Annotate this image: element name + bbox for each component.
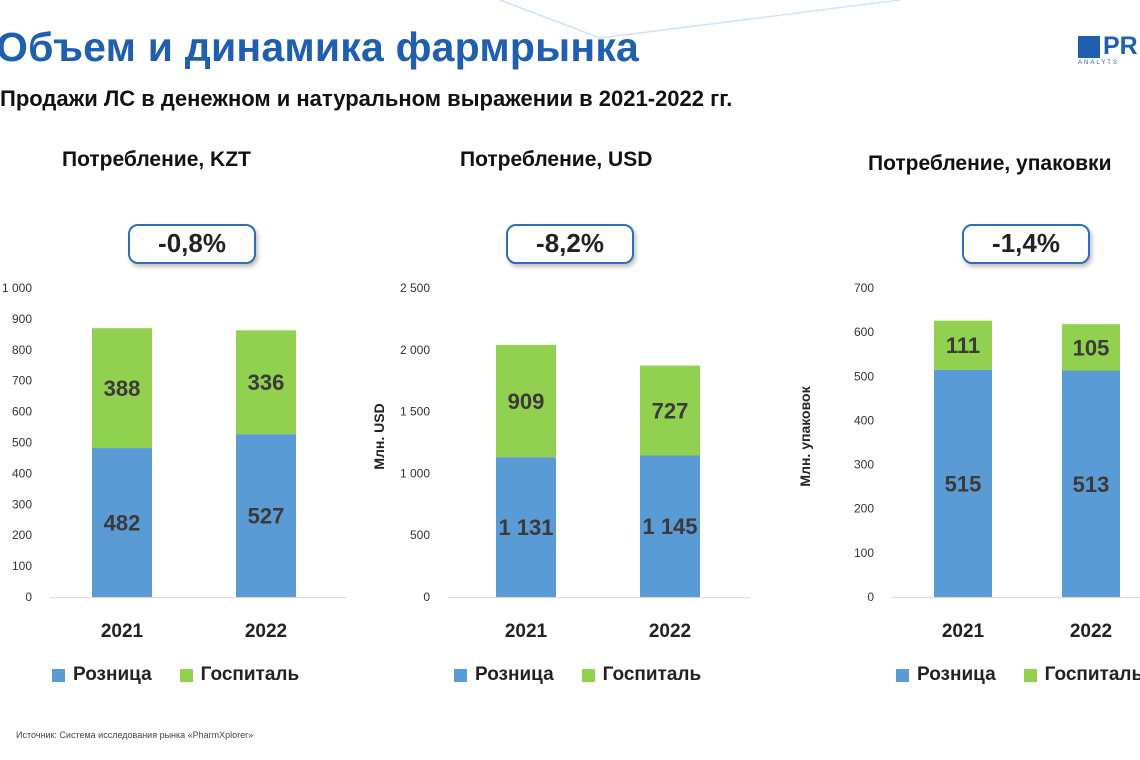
chart-panel-kzt: Потребление, KZT -0,8% 0 100 200 300 400 500 6…: [0, 0, 380, 700]
y-tick-label: 200: [12, 528, 32, 542]
chart-kzt: 0 100 200 300 400 500 600 700 800 900 1 000 482 388 2…: [2, 281, 346, 642]
page-title: Объем и динамика фармрынка: [0, 24, 640, 70]
y-tick-label: 800: [12, 343, 32, 357]
legend-item-hospital: Госпиталь: [581, 664, 702, 686]
chart-legend: Розница Госпиталь: [896, 664, 1140, 686]
y-tick-label: 400: [854, 413, 874, 427]
y-tick-label: 2 000: [400, 343, 430, 357]
x-tick-label: 2022: [245, 621, 287, 642]
legend-swatch-hospital: [581, 668, 595, 682]
data-label-retail: 1 145: [642, 514, 697, 539]
x-tick-label: 2021: [942, 621, 985, 642]
y-tick-label: 0: [25, 590, 32, 604]
legend-swatch-retail: [52, 668, 65, 682]
x-tick-label: 2022: [649, 621, 691, 642]
data-label-hospital: 111: [946, 333, 980, 358]
bar-retail-2021: [92, 448, 152, 597]
y-tick-label: 400: [12, 466, 32, 480]
y-tick-label: 700: [854, 281, 874, 295]
bar-retail-2022: [640, 455, 700, 597]
bar-hospital-2022: [640, 365, 700, 456]
legend-item-retail: Розница: [52, 664, 152, 686]
data-label-hospital: 388: [104, 376, 141, 401]
y-tick-label: 0: [867, 590, 874, 604]
decorative-lines: [499, 0, 901, 39]
bar-hospital-2021: [92, 328, 152, 449]
bar-retail-2021: [934, 369, 992, 597]
legend-item-hospital: Госпиталь: [1023, 664, 1140, 686]
y-tick-label: 1 000: [2, 281, 32, 295]
data-label-retail: 482: [104, 511, 141, 536]
data-label-hospital: 727: [652, 399, 689, 424]
data-label-hospital: 336: [248, 370, 285, 395]
y-tick-label: 700: [12, 374, 32, 388]
bar-hospital-2021: [496, 344, 556, 458]
data-label-hospital: 105: [1073, 335, 1110, 360]
bar-retail-2022: [236, 434, 296, 597]
y-tick-label: 300: [854, 458, 874, 472]
legend-label-hospital: Госпиталь: [1044, 664, 1140, 685]
legend-item-hospital: Госпиталь: [179, 664, 300, 686]
y-tick-label: 0: [423, 590, 430, 604]
legend-swatch-retail: [896, 668, 909, 682]
legend-item-retail: Розница: [454, 664, 554, 686]
y-tick-label: 1 000: [400, 466, 430, 480]
chart-legend: Розница Госпиталь: [454, 664, 701, 686]
chart-title: Потребление, упаковки: [868, 152, 1112, 175]
y-tick-label: 900: [12, 312, 32, 326]
chart-panel-packs: Потребление, упаковки -1,4% 0 100 200 300 40…: [797, 0, 1140, 700]
y-axis-label: Млн. USD: [371, 403, 387, 469]
y-tick-label: 2 500: [400, 281, 430, 295]
bar-hospital-2022: [236, 330, 296, 435]
y-tick-label: 500: [12, 436, 32, 450]
y-tick-label: 300: [12, 497, 32, 511]
brand-logo: PR: [1078, 34, 1138, 59]
change-badge: -8,2%: [506, 224, 634, 264]
y-axis-label: Млн. упаковок: [797, 385, 813, 486]
y-tick-label: 600: [12, 405, 32, 419]
legend-swatch-hospital: [1023, 668, 1037, 682]
legend-swatch-retail: [454, 668, 467, 682]
chart-title: Потребление, KZT: [62, 148, 251, 171]
legend-swatch-hospital: [179, 668, 193, 682]
page-subtitle: Продажи ЛС в денежном и натуральном выра…: [0, 86, 733, 111]
data-label-retail: 515: [945, 471, 982, 496]
data-label-hospital: 909: [508, 389, 545, 414]
y-tick-label: 100: [854, 546, 874, 560]
bar-retail-2022: [1062, 370, 1120, 597]
y-tick-label: 600: [854, 325, 874, 339]
y-tick-label: 100: [12, 559, 32, 573]
legend-label-hospital: Госпиталь: [200, 664, 300, 685]
logo-text: PR: [1103, 32, 1138, 60]
legend-item-retail: Розница: [896, 664, 996, 686]
legend-label-retail: Розница: [917, 664, 996, 685]
source-note: Источник: Система исследования рынка «Ph…: [16, 730, 254, 740]
chart-usd: 0 500 1 000 1 500 2 000 2 500 Млн. USD 1 131 909…: [371, 281, 750, 642]
y-tick-label: 500: [410, 528, 430, 542]
data-label-retail: 1 131: [498, 515, 553, 540]
chart-title: Потребление, USD: [460, 148, 653, 171]
x-tick-label: 2021: [505, 621, 548, 642]
data-label-retail: 527: [248, 504, 285, 529]
change-badge: -1,4%: [962, 224, 1090, 264]
y-tick-label: 1 500: [400, 405, 430, 419]
bar-retail-2021: [496, 457, 556, 597]
bar-hospital-2022: [1062, 324, 1120, 371]
chart-legend: Розница Госпиталь: [52, 664, 299, 686]
logo-mark-icon: [1078, 35, 1100, 58]
chart-panel-usd: Потребление, USD -8,2% 0 500 1 000 1 500 2 0…: [371, 0, 758, 700]
logo-subtext: ANALYTS: [1078, 60, 1119, 66]
x-tick-label: 2021: [101, 621, 144, 642]
change-badge: -0,8%: [128, 224, 256, 264]
legend-label-retail: Розница: [475, 664, 554, 685]
legend-label-retail: Розница: [73, 664, 152, 685]
y-tick-label: 500: [854, 369, 874, 383]
x-tick-label: 2022: [1070, 621, 1112, 642]
data-label-retail: 513: [1073, 472, 1110, 497]
chart-packs: 0 100 200 300 400 500 600 700 Млн. упаковок 515 11…: [797, 281, 1140, 642]
legend-label-hospital: Госпиталь: [602, 664, 702, 685]
y-tick-label: 200: [854, 502, 874, 516]
bar-hospital-2021: [934, 320, 992, 370]
